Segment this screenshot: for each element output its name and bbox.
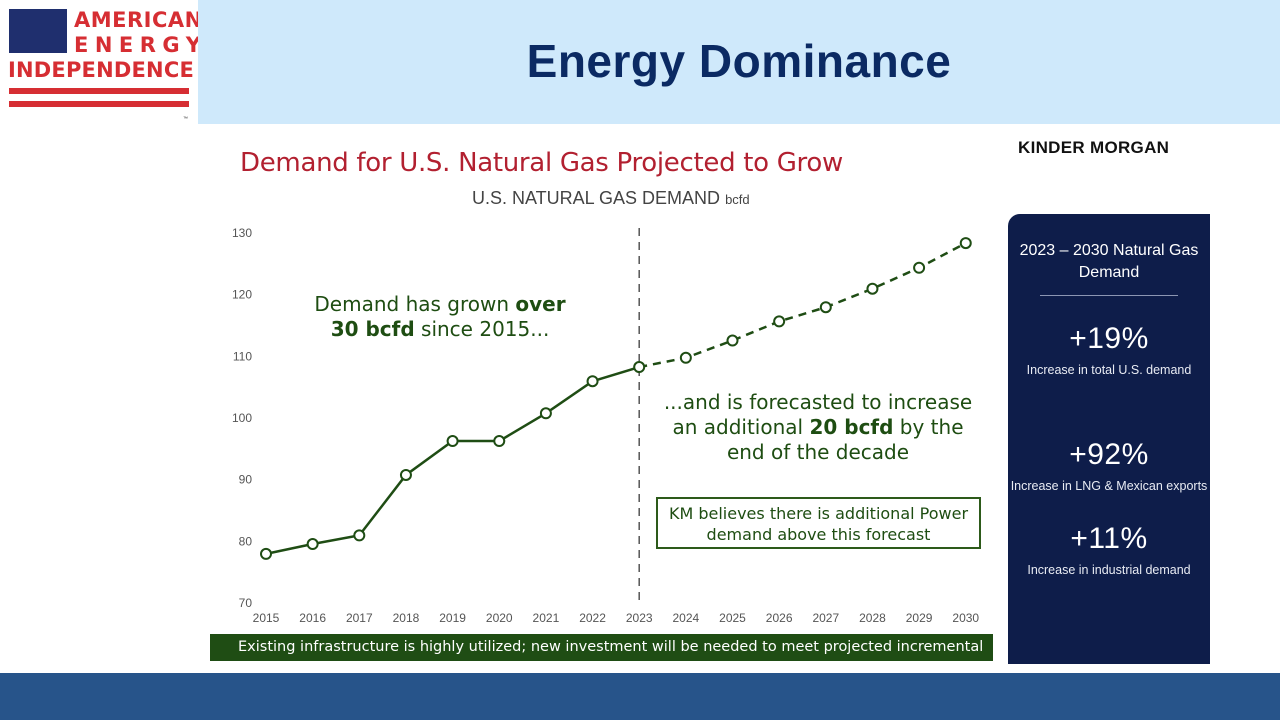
y-tick-label: 80 — [239, 534, 253, 548]
data-point — [539, 407, 552, 420]
infrastructure-banner: Existing infrastructure is highly utiliz… — [210, 634, 993, 682]
logo-line-1: AMERICAN — [74, 8, 203, 32]
data-point — [260, 547, 272, 560]
note-right-text-2: by the end of the decade — [726, 415, 964, 464]
x-tick-label: 2027 — [812, 611, 839, 625]
note-forecast: ...and is forecasted to increase an addi… — [660, 390, 976, 465]
x-tick-label: 2025 — [719, 611, 746, 625]
x-tick-label: 2023 — [626, 611, 653, 625]
x-tick-label: 2019 — [439, 611, 466, 625]
stat-value: +19% — [1069, 322, 1149, 355]
x-tick-label: 2029 — [906, 611, 933, 625]
x-tick-label: 2026 — [766, 611, 793, 625]
x-tick-label: 2024 — [672, 611, 699, 625]
data-point — [493, 435, 506, 448]
logo-line-3: INDEPENDENCE — [8, 58, 194, 82]
panel-divider — [1040, 295, 1178, 296]
demand-summary-panel: 2023 – 2030 Natural Gas Demand +19% Incr… — [1008, 214, 1210, 664]
stat-label: Increase in industrial demand — [1027, 563, 1191, 577]
flag-icon — [9, 9, 67, 53]
stat-label: Increase in LNG & Mexican exports — [1010, 479, 1208, 493]
x-tick-label: 2015 — [253, 611, 280, 625]
x-tick-label: 2018 — [393, 611, 420, 625]
data-point — [819, 301, 832, 314]
chart-subtitle: U.S. NATURAL GAS DEMAND bcfd — [472, 188, 750, 209]
company-logo: KINDER MORGAN — [1018, 138, 1169, 158]
data-point — [446, 435, 459, 448]
header-bar: Energy Dominance — [198, 0, 1280, 124]
data-point — [866, 282, 879, 295]
y-tick-label: 90 — [239, 473, 253, 487]
stat-value: +11% — [1070, 522, 1148, 555]
stat-lng-exports: +92% Increase in LNG & Mexican exports — [1008, 438, 1210, 494]
logo-stripe — [9, 101, 189, 107]
stat-label: Increase in total U.S. demand — [1026, 363, 1192, 377]
stat-industrial-demand: +11% Increase in industrial demand — [1008, 522, 1210, 578]
logo-stripe — [9, 88, 189, 94]
data-point — [913, 261, 926, 274]
y-tick-label: 70 — [239, 596, 253, 610]
x-tick-label: 2021 — [533, 611, 560, 625]
x-tick-label: 2028 — [859, 611, 886, 625]
series-line-forecast — [638, 241, 967, 369]
x-tick-label: 2017 — [346, 611, 373, 625]
x-tick-label: 2022 — [579, 611, 606, 625]
series-line-actual — [265, 365, 640, 556]
panel-heading: 2023 – 2030 Natural Gas Demand — [1019, 242, 1199, 281]
data-point — [399, 468, 412, 481]
x-tick-label: 2030 — [952, 611, 979, 625]
data-point — [959, 237, 972, 250]
data-point — [726, 334, 739, 347]
note-right-text-1: ...and is forecasted to increase an addi… — [663, 390, 973, 439]
slide-content: Demand for U.S. Natural Gas Projected to… — [210, 124, 1210, 682]
km-power-callout: KM believes there is additional Power de… — [656, 497, 981, 549]
y-tick-label: 130 — [232, 226, 252, 240]
stat-value: +92% — [1069, 438, 1149, 471]
note-left-text-2: since 2015... — [414, 317, 550, 341]
y-tick-label: 100 — [232, 411, 252, 425]
data-point — [353, 529, 366, 542]
note-left-text-1: Demand has grown — [314, 292, 516, 316]
chart-title: Demand for U.S. Natural Gas Projected to… — [240, 148, 843, 178]
data-point — [586, 375, 599, 388]
logo: AMERICAN ENERGY INDEPENDENCE ™ — [0, 0, 202, 124]
chart-subtitle-text: U.S. NATURAL GAS DEMAND — [472, 188, 721, 208]
data-point — [773, 315, 786, 328]
data-point — [633, 361, 646, 374]
stat-total-demand: +19% Increase in total U.S. demand — [1008, 322, 1210, 378]
x-tick-label: 2016 — [299, 611, 326, 625]
footer-bar — [0, 673, 1280, 720]
trademark-mark: ™ — [183, 116, 188, 122]
page-title: Energy Dominance — [526, 35, 952, 87]
data-point — [679, 351, 692, 364]
note-right-bold: 20 bcfd — [809, 415, 894, 439]
data-point — [306, 538, 319, 551]
chart-unit: bcfd — [725, 192, 750, 207]
note-left-bold: over 30 bcfd — [330, 292, 566, 341]
logo-line-2: ENERGY — [74, 33, 208, 57]
y-tick-label: 120 — [232, 288, 252, 302]
line-chart: 70 80 90 100 110 120 130 2015 2016 2017 2018 2019 20… — [232, 226, 979, 625]
x-tick-label: 2020 — [486, 611, 513, 625]
company-logo-text: KINDER MORGAN — [1018, 138, 1170, 157]
y-tick-label: 110 — [233, 349, 252, 363]
note-historical: Demand has grown over 30 bcfd since 2015… — [310, 292, 570, 342]
